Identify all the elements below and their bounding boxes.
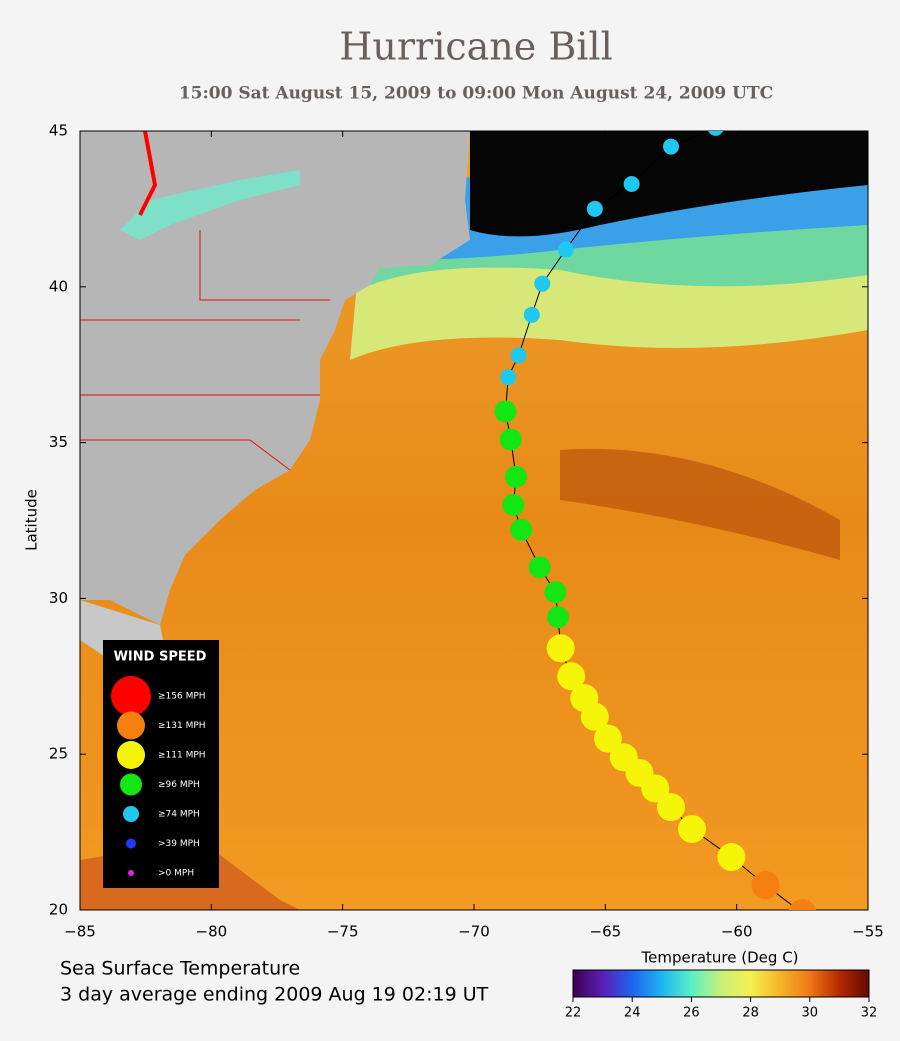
storm-position (788, 899, 816, 910)
colorbar-tick-label: 24 (624, 1006, 641, 1021)
legend-label: ≥131 MPH (158, 721, 206, 731)
x-tick-label: −70 (458, 923, 490, 941)
y-tick-label: 25 (49, 745, 68, 763)
storm-position (510, 518, 533, 541)
legend-marker (117, 741, 145, 769)
storm-position (657, 793, 685, 822)
storm-position (557, 241, 574, 258)
storm-position (510, 347, 527, 364)
legend-marker (128, 870, 134, 876)
storm-position (534, 275, 551, 292)
storm-position (557, 662, 586, 691)
storm-position (570, 684, 599, 713)
legend-marker (126, 838, 136, 849)
storm-position (544, 581, 567, 604)
note: 3 day average ending 2009 Aug 19 02:19 U… (60, 984, 489, 1006)
y-tick-label: 35 (49, 433, 68, 451)
legend-marker (117, 711, 145, 740)
title: Hurricane Bill (339, 25, 612, 69)
x-tick-label: −75 (327, 923, 359, 941)
y-axis-label: Latitude (23, 489, 41, 551)
colorbar-label: Temperature (Deg C) (640, 949, 798, 967)
storm-position (523, 306, 540, 323)
storm-position (499, 428, 522, 451)
colorbar-tick-label: 32 (861, 1006, 878, 1021)
y-tick-label: 40 (49, 277, 68, 295)
storm-position (751, 871, 780, 900)
colorbar (572, 969, 870, 998)
storm-position (494, 400, 517, 423)
colorbar-tick-label: 30 (802, 1006, 819, 1021)
y-tick-label: 45 (49, 122, 68, 140)
x-tick-label: −80 (196, 923, 228, 941)
legend-label: ≥96 MPH (158, 780, 200, 790)
legend-label: ≥111 MPH (158, 751, 206, 761)
storm-position (717, 843, 746, 872)
legend-title: WIND SPEED (114, 650, 207, 665)
storm-position (593, 724, 622, 753)
storm-position (502, 493, 525, 516)
storm-position (528, 556, 551, 579)
storm-position (609, 743, 638, 772)
storm-position (678, 814, 707, 843)
subtitle: 15:00 Sat August 15, 2009 to 09:00 Mon A… (179, 84, 773, 104)
colorbar-tick-label: 26 (683, 1006, 700, 1021)
storm-position (623, 175, 640, 192)
storm-position (547, 606, 570, 629)
x-tick-label: −85 (64, 923, 96, 941)
y-tick-label: 20 (49, 901, 68, 919)
legend-label: >39 MPH (158, 839, 200, 849)
y-tick-label: 30 (49, 589, 68, 607)
note: Sea Surface Temperature (60, 958, 300, 980)
track-points (494, 131, 816, 910)
legend-label: ≥156 MPH (158, 692, 206, 702)
legend-marker (120, 773, 142, 796)
colorbar-tick-label: 28 (742, 1006, 759, 1021)
storm-position (500, 369, 517, 386)
legend-marker (111, 676, 151, 716)
storm-position (586, 200, 603, 217)
legend: WIND SPEED ≥156 MPH ≥131 MPH ≥111 MPH ≥96 M… (103, 640, 219, 888)
x-tick-label: −65 (590, 923, 622, 941)
colorbar-tick-label: 22 (565, 1006, 582, 1021)
storm-position (546, 634, 575, 663)
storm-position (708, 131, 724, 136)
legend-marker (123, 806, 139, 822)
legend-label: >0 MPH (158, 869, 194, 879)
x-tick-label: −55 (852, 923, 884, 941)
storm-position (663, 138, 679, 155)
legend-label: ≥74 MPH (158, 810, 200, 820)
x-tick-label: −60 (721, 923, 753, 941)
storm-position (505, 465, 528, 488)
track-layer (494, 131, 816, 910)
